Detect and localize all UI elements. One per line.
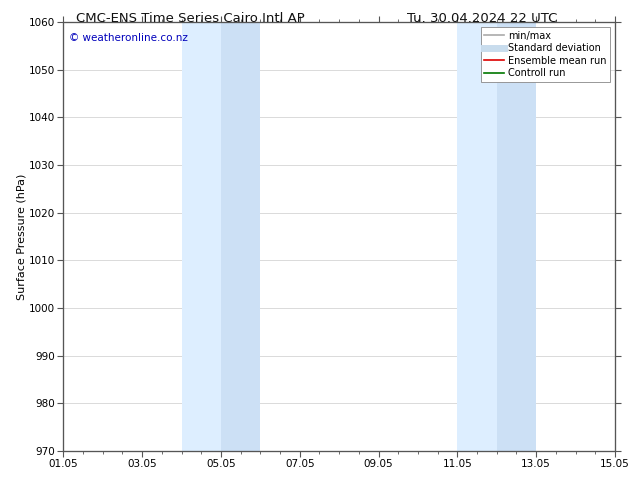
Text: © weatheronline.co.nz: © weatheronline.co.nz [69,33,188,43]
Legend: min/max, Standard deviation, Ensemble mean run, Controll run: min/max, Standard deviation, Ensemble me… [481,27,610,82]
Bar [497,22,536,451]
Y-axis label: Surface Pressure (hPa): Surface Pressure (hPa) [16,173,26,299]
Bar [221,22,261,451]
Bar [181,22,221,451]
Text: CMC-ENS Time Series Cairo Intl AP: CMC-ENS Time Series Cairo Intl AP [76,12,304,25]
Text: Tu. 30.04.2024 22 UTC: Tu. 30.04.2024 22 UTC [406,12,557,25]
Bar [457,22,497,451]
